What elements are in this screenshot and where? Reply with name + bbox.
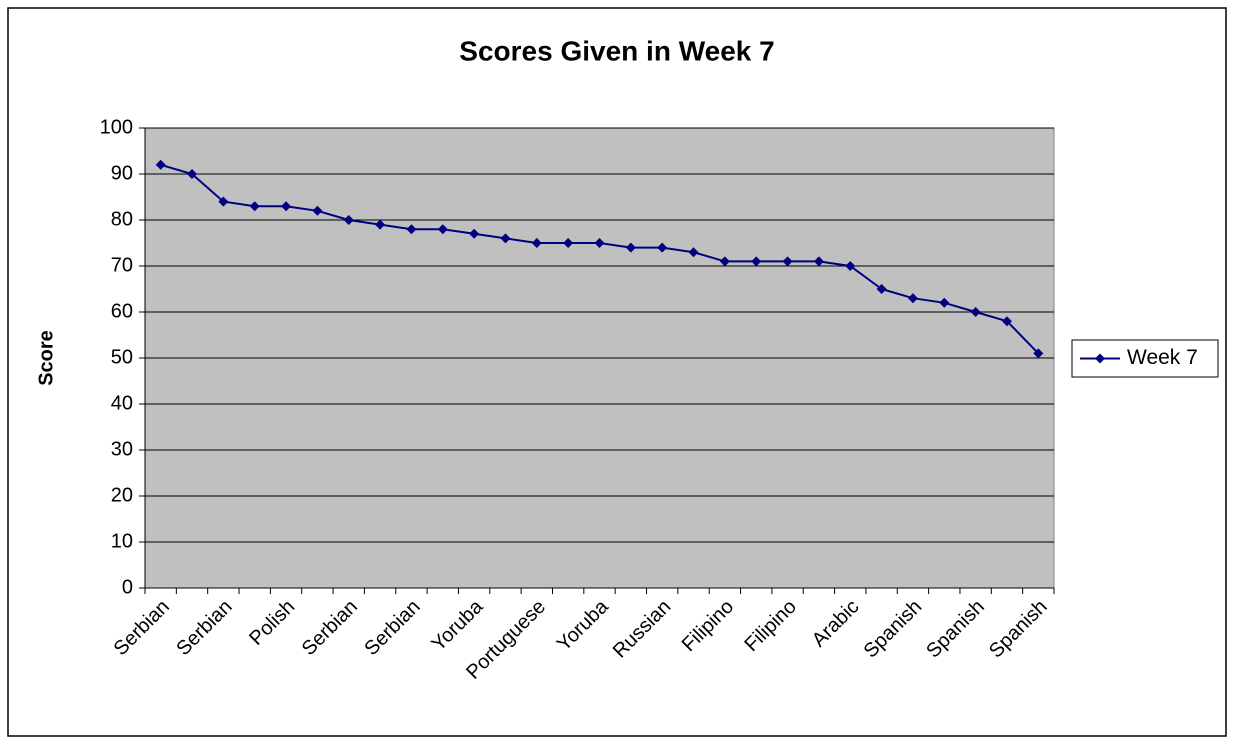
y-tick-label: 30 bbox=[111, 438, 133, 460]
data-point bbox=[563, 238, 574, 248]
data-point bbox=[312, 205, 323, 216]
data-point bbox=[437, 224, 448, 235]
data-point bbox=[907, 293, 918, 304]
y-tick-label: 50 bbox=[111, 346, 133, 368]
data-point bbox=[594, 238, 605, 248]
y-tick-label: 90 bbox=[111, 162, 133, 184]
data-point bbox=[469, 228, 480, 239]
legend-marker bbox=[1095, 353, 1105, 364]
y-tick-label: 100 bbox=[100, 116, 133, 138]
data-point bbox=[813, 256, 824, 267]
data-point bbox=[876, 284, 887, 294]
data-point bbox=[1001, 316, 1012, 327]
data-point bbox=[406, 224, 417, 235]
legend-label: Week 7 bbox=[1127, 346, 1198, 369]
data-point bbox=[218, 196, 229, 207]
data-point bbox=[657, 242, 668, 253]
data-point bbox=[343, 215, 354, 225]
data-point bbox=[751, 256, 762, 267]
y-tick-label: 60 bbox=[111, 300, 133, 322]
data-point bbox=[939, 297, 950, 308]
data-point bbox=[845, 261, 856, 271]
data-point bbox=[500, 233, 511, 244]
data-point bbox=[375, 219, 386, 230]
y-tick-label: 80 bbox=[111, 208, 133, 230]
data-point bbox=[625, 242, 636, 253]
data-point bbox=[187, 169, 198, 179]
data-point bbox=[249, 201, 260, 212]
y-tick-label: 40 bbox=[111, 392, 133, 414]
data-point bbox=[531, 238, 542, 248]
data-point bbox=[782, 256, 793, 267]
y-axis-label: Score bbox=[35, 330, 57, 386]
data-point bbox=[688, 247, 699, 258]
data-point bbox=[155, 159, 166, 170]
data-point bbox=[1033, 348, 1044, 359]
data-point bbox=[281, 201, 292, 212]
data-point bbox=[719, 256, 730, 267]
data-point bbox=[970, 307, 981, 317]
chart-title: Scores Given in Week 7 bbox=[459, 35, 774, 66]
y-tick-label: 0 bbox=[122, 576, 133, 598]
y-tick-label: 20 bbox=[111, 484, 133, 506]
y-tick-label: 10 bbox=[111, 530, 133, 552]
y-tick-label: 70 bbox=[111, 254, 133, 276]
